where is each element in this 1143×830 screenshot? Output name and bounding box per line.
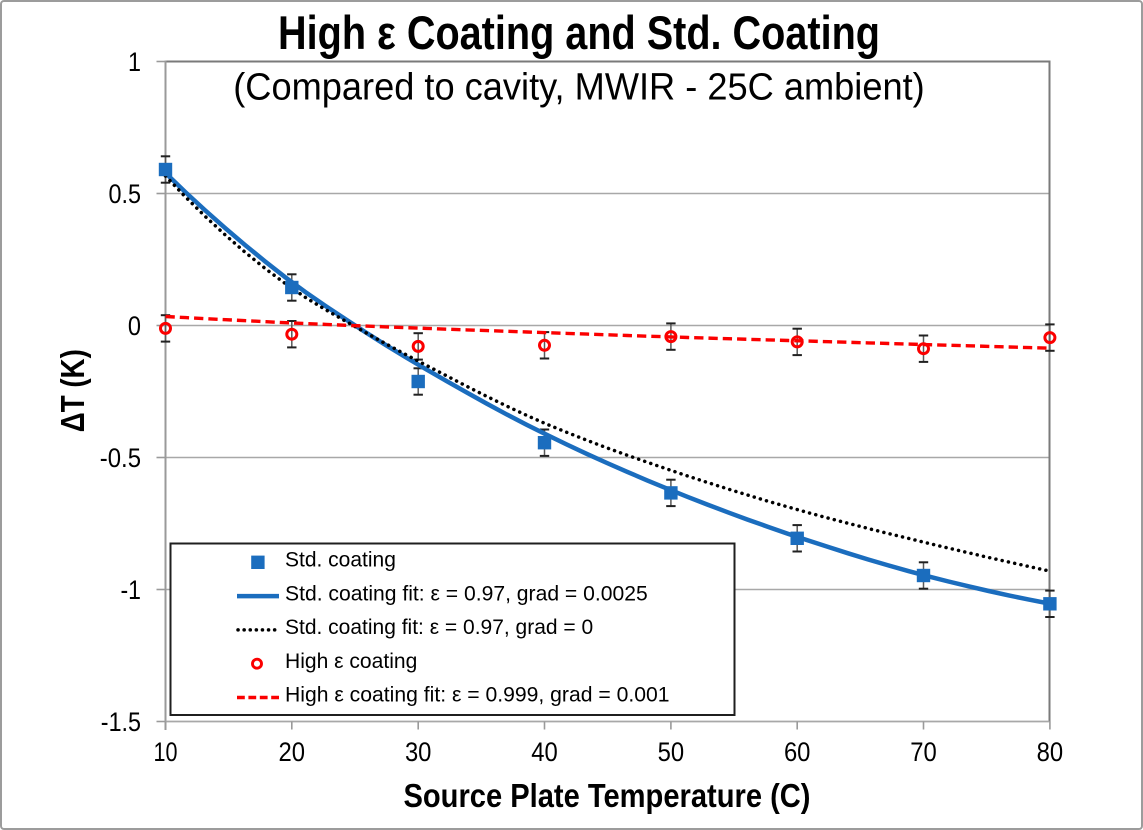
svg-text:50: 50	[658, 737, 685, 767]
svg-text:ΔT (K): ΔT (K)	[54, 349, 91, 432]
svg-text:20: 20	[279, 737, 306, 767]
svg-text:30: 30	[405, 737, 432, 767]
svg-text:10: 10	[154, 737, 178, 767]
svg-text:1: 1	[128, 47, 141, 77]
svg-text:0: 0	[128, 311, 141, 341]
svg-text:80: 80	[1037, 737, 1064, 767]
svg-text:Std. coating fit: ε = 0.97, gr: Std. coating fit: ε = 0.97, grad = 0.002…	[285, 582, 648, 605]
svg-text:60: 60	[784, 737, 811, 767]
svg-text:Std. coating: Std. coating	[285, 549, 396, 572]
svg-text:-1: -1	[121, 575, 142, 605]
svg-text:-1.5: -1.5	[101, 707, 141, 737]
svg-text:Std. coating fit: ε = 0.97, gr: Std. coating fit: ε = 0.97, grad = 0	[285, 616, 593, 639]
svg-text:-0.5: -0.5	[100, 443, 141, 473]
svg-text:High ε Coating and Std. Coatin: High ε Coating and Std. Coating	[278, 6, 880, 59]
svg-text:(Compared to cavity, MWIR - 25: (Compared to cavity, MWIR - 25C ambient)	[233, 66, 925, 108]
svg-text:40: 40	[531, 737, 558, 767]
svg-text:High ε coating fit: ε = 0.999,: High ε coating fit: ε = 0.999, grad = 0.…	[285, 684, 670, 707]
svg-text:0.5: 0.5	[109, 179, 142, 209]
svg-text:70: 70	[910, 737, 937, 767]
svg-text:Source Plate Temperature (C): Source Plate Temperature (C)	[404, 777, 811, 814]
svg-text:High ε coating: High ε coating	[285, 650, 417, 673]
